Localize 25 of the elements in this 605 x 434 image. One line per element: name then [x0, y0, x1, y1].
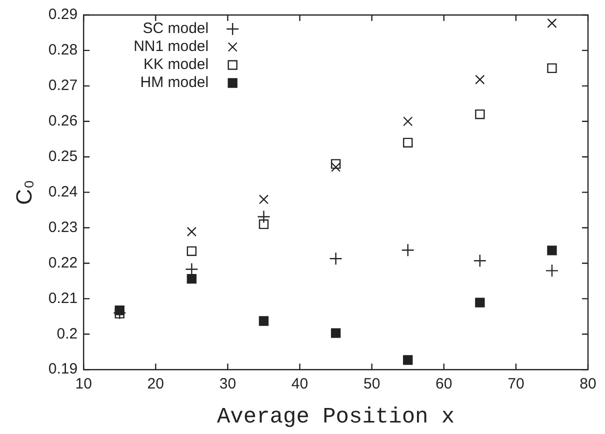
legend-label: KK model [144, 56, 209, 74]
x-tick-label: 20 [147, 376, 164, 393]
x-tick-label: 40 [291, 376, 308, 393]
y-tick-label: 0.29 [48, 6, 78, 24]
y-tick-label: 0.21 [48, 290, 78, 307]
y-tick-label: 0.27 [48, 77, 78, 94]
x-axis-title: Average Position x [216, 404, 455, 430]
y-tick-label: 0.26 [48, 112, 78, 130]
x-tick-label: 30 [219, 376, 236, 393]
y-tick-label: 0.28 [48, 42, 78, 59]
y-tick-label: 0.25 [48, 148, 78, 165]
y-tick-label: 0.22 [48, 254, 78, 272]
x-tick-label: 50 [363, 376, 380, 393]
y-tick-label: 0.19 [48, 360, 78, 378]
y-tick-label: 0.24 [48, 183, 78, 200]
y-tick-label: 0.2 [56, 325, 78, 342]
y-axis-title: C₀ [11, 180, 36, 205]
legend-label: NN1 model [134, 38, 209, 56]
x-tick-label: 70 [508, 376, 524, 393]
y-tick-label: 0.23 [48, 218, 78, 236]
x-tick-label: 10 [75, 376, 92, 393]
x-tick-label: 60 [436, 376, 452, 393]
legend-label: SC model [142, 20, 209, 38]
x-tick-label: 80 [580, 376, 596, 393]
legend-label: HM model [140, 74, 209, 92]
